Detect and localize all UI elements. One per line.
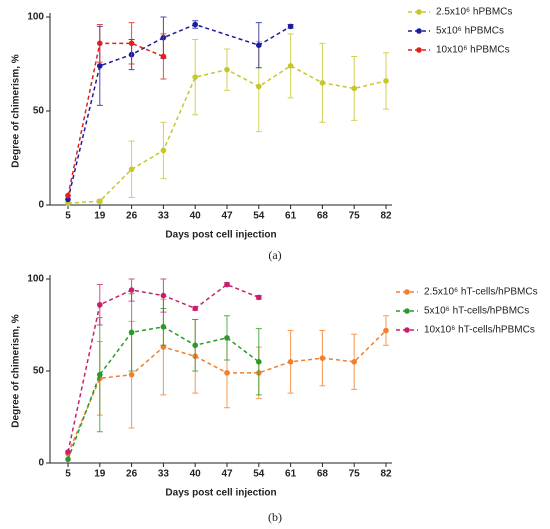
legend-marker — [404, 289, 410, 295]
point — [224, 66, 230, 73]
x-tick-label: 5 — [65, 469, 71, 480]
point — [97, 198, 103, 205]
x-tick-label: 33 — [158, 469, 170, 480]
x-tick-label: 61 — [285, 469, 297, 480]
y-tick-label: 0 — [38, 200, 44, 211]
point — [97, 40, 103, 47]
x-tick-label: 5 — [65, 211, 71, 222]
caption: (a) — [268, 248, 281, 262]
x-tick-label: 82 — [380, 211, 392, 222]
point — [255, 83, 262, 90]
point — [192, 305, 198, 312]
legend-label: 2.5x10⁶ hT-cells/hPBMCs — [424, 287, 538, 298]
y-tick-label: 100 — [27, 12, 44, 23]
point — [383, 78, 389, 84]
point — [160, 147, 167, 154]
point — [351, 85, 358, 92]
point — [351, 359, 358, 365]
point — [160, 324, 167, 330]
point — [65, 449, 71, 455]
point — [65, 192, 71, 199]
x-tick-label: 47 — [221, 469, 233, 480]
point — [255, 359, 262, 365]
point — [224, 370, 230, 376]
point — [97, 63, 103, 69]
x-tick-label: 61 — [285, 211, 297, 222]
y-tick-label: 50 — [33, 366, 45, 377]
y-tick-label: 100 — [27, 274, 44, 285]
legend-marker — [416, 47, 422, 53]
x-tick-label: 40 — [190, 211, 202, 222]
point — [224, 281, 230, 288]
legend-marker — [404, 327, 410, 333]
point — [287, 63, 294, 69]
y-axis-title: Degree of chimerism, % — [11, 54, 22, 167]
x-tick-label: 26 — [126, 469, 138, 480]
point — [160, 53, 167, 60]
point — [128, 371, 135, 378]
point — [287, 23, 294, 30]
point — [255, 42, 262, 48]
caption: (b) — [268, 510, 282, 524]
series-line — [67, 42, 164, 196]
x-tick-label: 68 — [317, 469, 329, 480]
point — [128, 287, 135, 293]
x-tick-label: 75 — [349, 469, 361, 480]
legend-marker — [416, 9, 422, 15]
x-tick-label: 75 — [349, 211, 361, 222]
point — [383, 327, 389, 334]
point — [192, 21, 198, 28]
y-axis-title: Degree of chimerism, % — [11, 314, 22, 427]
point — [128, 40, 135, 47]
x-tick-label: 54 — [253, 211, 265, 222]
point — [65, 456, 71, 463]
x-tick-label: 19 — [94, 469, 106, 480]
x-tick-label: 40 — [190, 469, 202, 480]
y-tick-label: 0 — [38, 458, 44, 469]
point — [97, 301, 103, 308]
x-axis-title: Days post cell injection — [165, 488, 276, 499]
x-tick-label: 82 — [380, 469, 392, 480]
x-tick-label: 33 — [158, 211, 170, 222]
legend-label: 2.5x10⁶ hPBMCs — [436, 7, 512, 18]
legend-label: 10x10⁶ hPBMCs — [436, 45, 510, 56]
legend-label: 5x10⁶ hT-cells/hPBMCs — [424, 306, 529, 317]
point — [192, 342, 198, 349]
x-tick-label: 47 — [221, 211, 233, 222]
x-axis-title: Days post cell injection — [165, 230, 276, 241]
x-tick-label: 54 — [253, 469, 265, 480]
y-tick-label: 50 — [33, 106, 45, 117]
point — [224, 335, 230, 341]
legend-marker — [416, 28, 422, 34]
point — [128, 166, 135, 173]
x-tick-label: 19 — [94, 211, 106, 222]
point — [319, 355, 326, 361]
point — [319, 80, 326, 86]
legend-label: 10x10⁶ hT-cells/hPBMCs — [424, 325, 535, 336]
point — [255, 294, 262, 301]
x-tick-label: 26 — [126, 211, 138, 222]
legend-label: 5x10⁶ hPBMCs — [436, 26, 504, 37]
point — [287, 359, 294, 365]
x-tick-label: 68 — [317, 211, 329, 222]
point — [192, 74, 198, 80]
legend-marker — [404, 308, 410, 314]
point — [160, 292, 167, 299]
point — [128, 329, 135, 336]
point — [97, 371, 103, 378]
